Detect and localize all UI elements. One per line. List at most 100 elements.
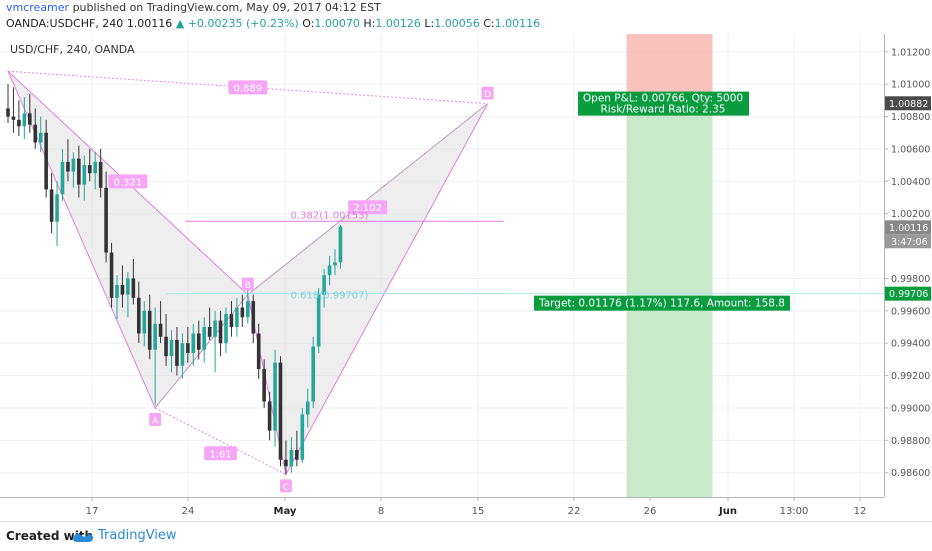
price-tick-label: 0.99000 [891,403,930,414]
candle-body [77,158,81,185]
time-tick-label: 24 [182,506,195,517]
candle-body [256,333,261,370]
price-tick-label: 1.00200 [891,209,930,220]
time-tick-label: 17 [86,506,99,517]
price-axis-background [884,34,932,521]
open-pnl-box [578,91,749,116]
candle-body [82,165,87,185]
candle-body [44,132,48,190]
time-tick-label: Jun [718,506,737,517]
footer-bar: Created with TradingView [0,521,932,551]
candle-body [142,310,147,334]
candle-body [98,161,103,188]
candle-body [93,161,97,174]
candle-body [33,124,38,143]
candle-body [153,323,157,350]
candle-body [196,333,201,350]
price-tag-1.00116 [885,220,931,235]
created-with-text: Created with [6,529,94,543]
time-tick-label: 22 [568,506,581,517]
time-tick-label: 12 [854,506,867,517]
countdown-text: 3:47:06 [891,237,928,248]
author-link[interactable]: vmcreamer [6,1,70,14]
close-label: C: [483,17,495,30]
tradingview-logo-icon [73,533,93,542]
high-value: 1.00126 [375,17,421,30]
fib-label-0618: 0.618(0.99707) [291,291,369,302]
open-value: 1.00070 [314,17,360,30]
candle-body [207,327,212,337]
price-tag-text: 1.00882 [889,99,928,110]
ratio-label: 2.102 [353,203,382,214]
pattern-point-badge [241,277,254,291]
price-tag-text: 0.99706 [889,289,928,300]
candle-body [131,278,136,298]
time-tick-label: 26 [644,506,657,517]
chart-title: USD/CHF, 240, OANDA [10,43,135,56]
candle-body [327,265,332,276]
candle-body [49,189,54,222]
candle-body [311,346,315,402]
candle-body [60,161,65,195]
ratio-badge [204,446,237,461]
candle-body [175,339,179,366]
price-tag-1.00882 [885,96,931,111]
candle-body [267,401,272,431]
price-tick-label: 0.99600 [891,306,930,317]
candle-body [115,284,119,298]
price-tick-label: 0.98600 [891,468,930,479]
candle-body [305,401,310,415]
pattern-ratio-line [154,294,249,409]
candle-body [316,294,321,347]
candle-body [262,369,266,402]
candle-body [229,314,234,328]
price-tick-label: 1.01000 [891,80,930,91]
candle-body [218,320,223,344]
candle-body [251,301,256,334]
candle-body [17,119,21,127]
candle-body [333,262,337,266]
pattern-point-badge [279,479,292,493]
price-tick-label: 1.01200 [891,47,930,58]
candle-body [66,161,70,172]
pattern-point-label-A: A [152,416,159,426]
price-tick-label: 1.00800 [891,112,930,123]
candle-body [137,297,141,334]
candle-body [300,414,305,460]
candle-body [6,108,10,117]
candle-body [186,343,190,353]
candle-body [322,275,326,295]
candle-body [164,336,168,357]
price-tag-text: 1.00116 [889,223,928,234]
time-tick-label: May [274,506,297,517]
candle-body [158,323,163,337]
candle-body [11,116,16,120]
symbol-label: OANDA:USDCHF, 240 [6,17,124,30]
pattern-point-label-B: B [245,281,251,291]
candle-body [55,194,59,222]
time-tick-label: 13:00 [780,506,809,517]
ratio-badge [348,200,388,215]
tradingview-brand[interactable]: TradingView [98,528,177,543]
candle-body [338,226,343,263]
candle-body [180,343,185,366]
last-price: 1.00116 [126,17,173,30]
ratio-label: 1.61 [209,449,231,460]
pattern-point-badge [149,412,162,426]
pattern-point-badge [481,86,494,100]
candle-body [169,339,174,357]
candle-body [71,158,76,172]
low-label: L: [424,17,435,30]
price-tick-label: 0.98800 [891,436,930,447]
open-label: O: [302,17,315,30]
candle-body [38,132,43,143]
candle-body [22,113,27,127]
pattern-point-label-C: C [283,483,289,493]
candle-body [147,310,152,350]
candle-body [213,320,217,337]
published-text: published on TradingView.com, May 09, 20… [69,1,381,14]
candle-body [273,362,277,431]
candle-body [202,327,206,350]
candle-body [28,113,32,125]
